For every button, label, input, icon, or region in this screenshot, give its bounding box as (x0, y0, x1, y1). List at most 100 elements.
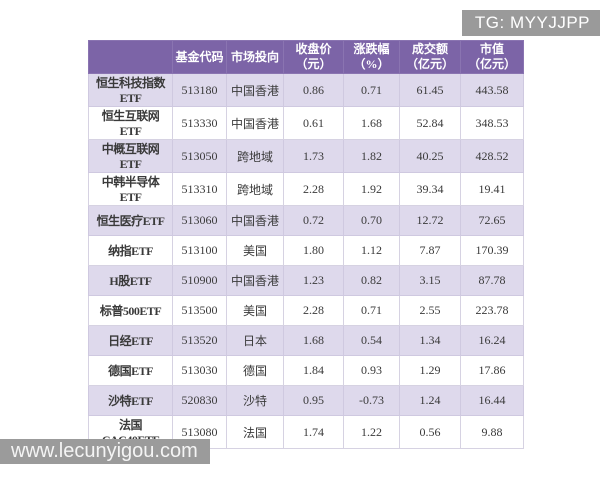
cell-fund-name: 纳指ETF (88, 235, 173, 266)
cell-market: 中国香港 (226, 205, 284, 236)
cell-fund-name: H股ETF (88, 265, 173, 296)
cell-close-price: 1.23 (283, 265, 344, 296)
cell-turnover: 2.55 (399, 295, 461, 326)
cell-fund-code: 513330 (172, 106, 227, 140)
cell-fund-name: 中韩半导体ETF (88, 172, 173, 206)
cell-fund-name: 标普500ETF (88, 295, 173, 326)
cell-turnover: 1.34 (399, 325, 461, 356)
cell-close-price: 0.72 (283, 205, 344, 236)
table-row: H股ETF 510900 中国香港 1.23 0.82 3.15 87.78 (88, 265, 524, 296)
table-row: 恒生互联网ETF 513330 中国香港 0.61 1.68 52.84 348.53 (88, 106, 524, 140)
cell-market: 中国香港 (226, 73, 284, 107)
cell-change-pct: 0.71 (343, 73, 400, 107)
cell-market: 沙特 (226, 385, 284, 416)
cell-close-price: 0.86 (283, 73, 344, 107)
cell-market-cap: 223.78 (460, 295, 524, 326)
cell-close-price: 1.80 (283, 235, 344, 266)
cell-fund-code: 513050 (172, 139, 227, 173)
cell-market-cap: 72.65 (460, 205, 524, 236)
cell-change-pct: 0.70 (343, 205, 400, 236)
cell-change-pct: 0.71 (343, 295, 400, 326)
cell-market-cap: 428.52 (460, 139, 524, 173)
cell-change-pct: -0.73 (343, 385, 400, 416)
cell-market-cap: 16.24 (460, 325, 524, 356)
cell-market: 法国 (226, 415, 284, 449)
cell-market-cap: 348.53 (460, 106, 524, 140)
cell-market-cap: 16.44 (460, 385, 524, 416)
table-row: 沙特ETF 520830 沙特 0.95 -0.73 1.24 16.44 (88, 385, 524, 416)
cell-fund-name: 日经ETF (88, 325, 173, 356)
cell-fund-code: 513310 (172, 172, 227, 206)
cell-market: 中国香港 (226, 265, 284, 296)
cell-market-cap: 443.58 (460, 73, 524, 107)
cell-close-price: 0.61 (283, 106, 344, 140)
cell-fund-code: 513060 (172, 205, 227, 236)
cell-market-cap: 9.88 (460, 415, 524, 449)
site-watermark: www.lecunyigou.com (0, 439, 210, 464)
cell-change-pct: 1.92 (343, 172, 400, 206)
cell-close-price: 2.28 (283, 295, 344, 326)
table-row: 恒生科技指数ETF 513180 中国香港 0.86 0.71 61.45 443.58 (88, 73, 524, 107)
cell-market: 日本 (226, 325, 284, 356)
cell-fund-code: 513180 (172, 73, 227, 107)
cell-fund-code: 513500 (172, 295, 227, 326)
cell-fund-code: 510900 (172, 265, 227, 296)
cell-fund-name: 恒生医疗ETF (88, 205, 173, 236)
col-header-close-price: 收盘价 （元） (283, 40, 344, 74)
table-row: 日经ETF 513520 日本 1.68 0.54 1.34 16.24 (88, 325, 524, 356)
cell-close-price: 2.28 (283, 172, 344, 206)
cell-change-pct: 1.68 (343, 106, 400, 140)
cell-market: 德国 (226, 355, 284, 386)
cell-fund-code: 513030 (172, 355, 227, 386)
cell-change-pct: 1.22 (343, 415, 400, 449)
cell-market: 跨地域 (226, 172, 284, 206)
cell-turnover: 52.84 (399, 106, 461, 140)
cell-change-pct: 1.12 (343, 235, 400, 266)
cell-market: 美国 (226, 235, 284, 266)
col-header-market: 市场投向 (226, 40, 284, 74)
cell-market-cap: 170.39 (460, 235, 524, 266)
cell-market-cap: 19.41 (460, 172, 524, 206)
col-header-market-cap: 市值 （亿元） (460, 40, 524, 74)
cell-turnover: 39.34 (399, 172, 461, 206)
cell-market-cap: 87.78 (460, 265, 524, 296)
cell-fund-name: 恒生科技指数ETF (88, 73, 173, 107)
cell-market: 中国香港 (226, 106, 284, 140)
cell-market: 美国 (226, 295, 284, 326)
cell-close-price: 1.68 (283, 325, 344, 356)
cell-fund-name: 德国ETF (88, 355, 173, 386)
table-row: 中概互联网ETF 513050 跨地域 1.73 1.82 40.25 428.52 (88, 139, 524, 173)
table-row: 标普500ETF 513500 美国 2.28 0.71 2.55 223.78 (88, 295, 524, 326)
col-header-change-pct: 涨跌幅 （%） (343, 40, 400, 74)
cell-fund-name: 沙特ETF (88, 385, 173, 416)
table-row: 纳指ETF 513100 美国 1.80 1.12 7.87 170.39 (88, 235, 524, 266)
cell-change-pct: 1.82 (343, 139, 400, 173)
cell-change-pct: 0.54 (343, 325, 400, 356)
cell-turnover: 7.87 (399, 235, 461, 266)
cell-market-cap: 17.86 (460, 355, 524, 386)
col-header-turnover: 成交额 （亿元） (399, 40, 461, 74)
cell-fund-code: 513520 (172, 325, 227, 356)
col-header-fund-code: 基金代码 (172, 40, 227, 74)
cell-turnover: 1.24 (399, 385, 461, 416)
cell-close-price: 1.74 (283, 415, 344, 449)
etf-table: 基金代码 市场投向 收盘价 （元） 涨跌幅 （%） 成交额 （亿元） 市值 （亿元） 恒生… (88, 40, 524, 449)
cell-turnover: 12.72 (399, 205, 461, 236)
table-row: 恒生医疗ETF 513060 中国香港 0.72 0.70 12.72 72.65 (88, 205, 524, 236)
table-row: 中韩半导体ETF 513310 跨地域 2.28 1.92 39.34 19.41 (88, 172, 524, 206)
cell-close-price: 0.95 (283, 385, 344, 416)
cell-turnover: 0.56 (399, 415, 461, 449)
cell-turnover: 40.25 (399, 139, 461, 173)
cell-fund-code: 520830 (172, 385, 227, 416)
cell-change-pct: 0.82 (343, 265, 400, 296)
cell-fund-name: 中概互联网ETF (88, 139, 173, 173)
cell-turnover: 1.29 (399, 355, 461, 386)
cell-fund-code: 513100 (172, 235, 227, 266)
cell-change-pct: 0.93 (343, 355, 400, 386)
cell-market: 跨地域 (226, 139, 284, 173)
cell-fund-name: 恒生互联网ETF (88, 106, 173, 140)
cell-close-price: 1.73 (283, 139, 344, 173)
table-header-row: 基金代码 市场投向 收盘价 （元） 涨跌幅 （%） 成交额 （亿元） 市值 （亿元） (88, 40, 524, 74)
col-header-fund-name (88, 40, 173, 74)
